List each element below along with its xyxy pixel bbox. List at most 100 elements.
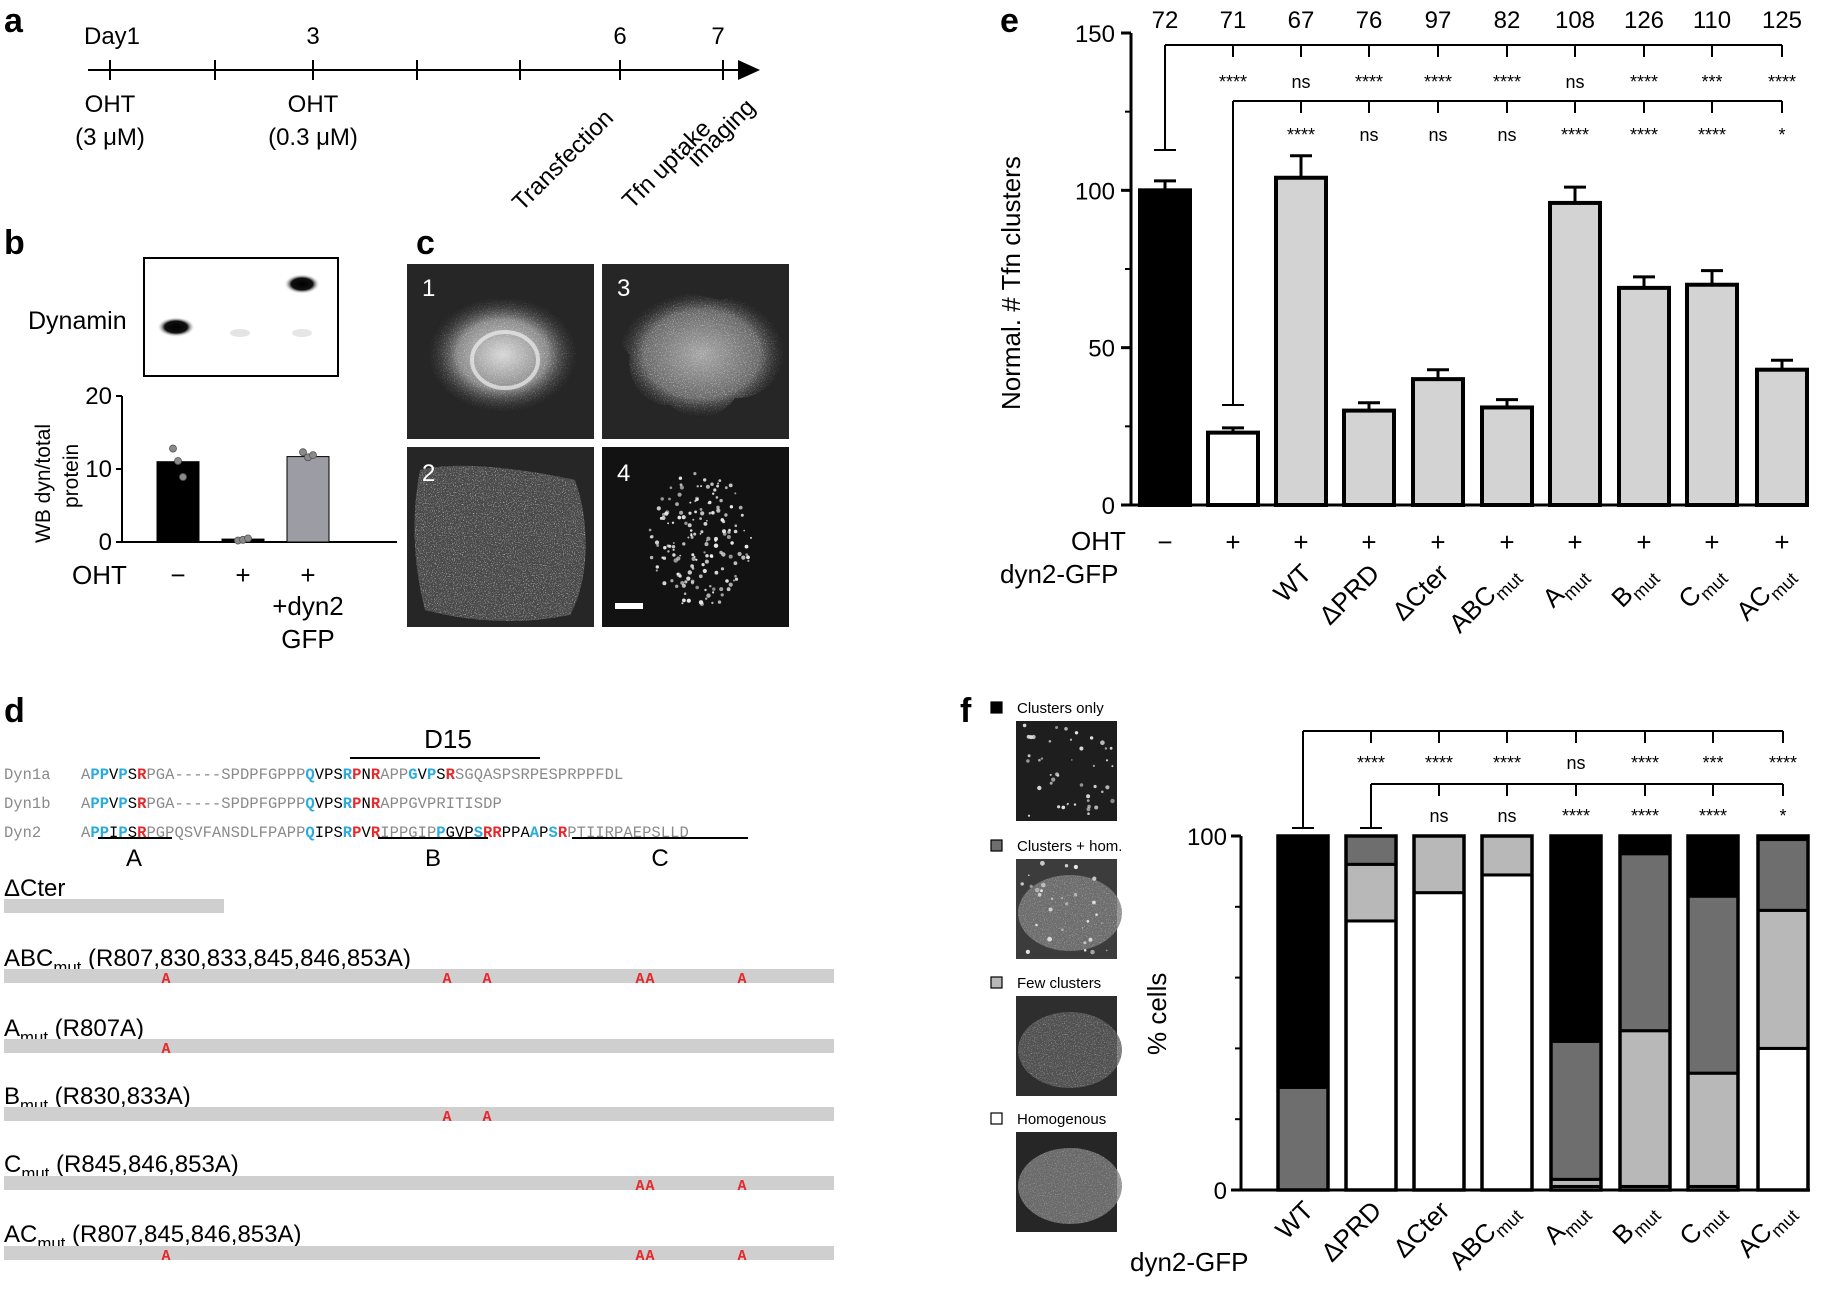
- seq-mask: [90, 824, 100, 840]
- blot-label: Dynamin: [28, 307, 127, 335]
- seq-residue: R: [483, 824, 493, 842]
- punctum: [717, 482, 720, 485]
- e-count: 108: [1555, 7, 1595, 34]
- seq-residue: P: [324, 824, 333, 842]
- seq-residue: S: [128, 824, 137, 842]
- timeline-arrowhead: [738, 60, 760, 80]
- e-sig-2: ****: [1287, 125, 1315, 145]
- f-category-7: Cmut: [1673, 1195, 1732, 1254]
- panel-d: D15 Dyn1a APPVPSRPGA-----SPDPFGPPPQVPSRPN…: [4, 724, 834, 1265]
- construct-label-1: ΔCter: [4, 875, 65, 902]
- b-cond-1: −: [170, 560, 185, 590]
- seq-residue: P: [90, 795, 99, 813]
- punctum: [691, 567, 695, 570]
- seq-residue: P: [100, 766, 109, 784]
- b-point: [244, 534, 252, 543]
- seq-mask: [483, 824, 493, 840]
- e-sig-1: ****: [1355, 72, 1383, 92]
- punctum: [710, 482, 714, 486]
- f-category-6: Bmut: [1606, 1195, 1664, 1253]
- e-ytick-label: 100: [1075, 178, 1115, 205]
- seq-residue: R: [371, 795, 381, 813]
- punctum: [720, 593, 724, 597]
- seq-residue: P: [352, 824, 361, 842]
- seq-mask: [548, 824, 558, 840]
- seq-residue: N: [362, 795, 371, 813]
- f-category-1: WT: [1269, 1195, 1319, 1245]
- seq-residue: S: [333, 795, 342, 813]
- punctum: [695, 585, 699, 590]
- b-row-label: OHT: [72, 560, 127, 590]
- e-count: 110: [1693, 7, 1731, 34]
- f-legend-thumb-punctum: [1049, 773, 1052, 776]
- seq-residue: R: [137, 795, 147, 813]
- e-dyn-value-5: Amut: [1536, 558, 1594, 616]
- micrograph-label-2: 2: [422, 460, 435, 487]
- seq-mask: [314, 766, 325, 782]
- e-oht-label: OHT: [1071, 526, 1126, 556]
- b-ytick-label: 20: [85, 383, 112, 410]
- f-legend-thumb-punctum: [1038, 758, 1041, 762]
- seq-residue: A: [520, 824, 530, 842]
- punctum: [684, 521, 688, 525]
- f-legend-thumb-cell: [1018, 1012, 1122, 1088]
- f-yticks: 0 100: [1187, 824, 1227, 1205]
- punctum: [705, 484, 710, 489]
- micrograph-3: 3: [602, 264, 789, 439]
- f-sig-2: *: [1779, 806, 1786, 826]
- f-segment-5-4: [1549, 834, 1603, 1043]
- punctum: [729, 505, 734, 509]
- punctum: [714, 570, 719, 575]
- seq-residue: P: [464, 824, 473, 842]
- b-yticks: 0 10 20: [85, 383, 112, 556]
- punctum: [655, 565, 659, 569]
- punctum: [677, 492, 682, 497]
- e-count: 76: [1356, 7, 1383, 34]
- f-segment-1-3: [1276, 1085, 1330, 1192]
- seq-residue: Q: [305, 795, 314, 813]
- f-legend-thumb-punctum: [1069, 738, 1073, 741]
- punctum: [730, 541, 734, 545]
- f-bar-outline-2: [1344, 834, 1398, 1192]
- punctum: [693, 472, 697, 476]
- panel-label-a: a: [4, 2, 24, 40]
- construct-label-3-main: A: [4, 1015, 20, 1042]
- punctum: [740, 513, 744, 517]
- punctum: [694, 499, 697, 503]
- f-category-1-main: WT: [1269, 1195, 1319, 1245]
- f-sig-1: ****: [1769, 753, 1797, 773]
- punctum: [744, 544, 749, 549]
- seq-residue: Q: [305, 824, 314, 842]
- sequence-alignment: Dyn1a APPVPSRPGA-----SPDPFGPPPQVPSRPNRAPP…: [4, 766, 689, 842]
- f-legend-thumb-punctum: [1087, 812, 1090, 815]
- punctum: [662, 556, 667, 560]
- f-legend-label-4: Homogenous: [1017, 1111, 1106, 1128]
- f-segment-7-2: [1686, 1071, 1740, 1188]
- seq-name: Dyn1b: [4, 795, 51, 813]
- f-legend-thumb-punctum: [1086, 919, 1090, 923]
- punctum: [693, 532, 697, 536]
- mutation-mark: A: [442, 1109, 451, 1126]
- e-oht-values: − + + + + + + + + +: [1157, 527, 1789, 557]
- mutation-mark: A: [737, 1248, 746, 1265]
- mutation-mark: A: [161, 1041, 170, 1058]
- punctum: [738, 505, 743, 510]
- f-bar-outline-4: [1480, 834, 1534, 1192]
- mutation-mark: A: [482, 971, 491, 988]
- punctum: [711, 601, 714, 605]
- f-segment-8-1: [1756, 1046, 1810, 1192]
- b-bars: [156, 456, 330, 543]
- punctum: [681, 602, 684, 605]
- seq-residue: P: [539, 824, 548, 842]
- punctum: [718, 479, 722, 482]
- seq-mask: [333, 824, 343, 840]
- punctum: [699, 508, 703, 511]
- seq-mask: [127, 795, 138, 811]
- f-category-8: ACmut: [1731, 1195, 1803, 1267]
- punctum: [669, 486, 673, 490]
- construct-label-5-main: C: [4, 1151, 21, 1178]
- punctum: [691, 553, 695, 557]
- construct-bar-5: [4, 1176, 834, 1190]
- punctum: [750, 536, 752, 539]
- scale-bar: [615, 603, 643, 609]
